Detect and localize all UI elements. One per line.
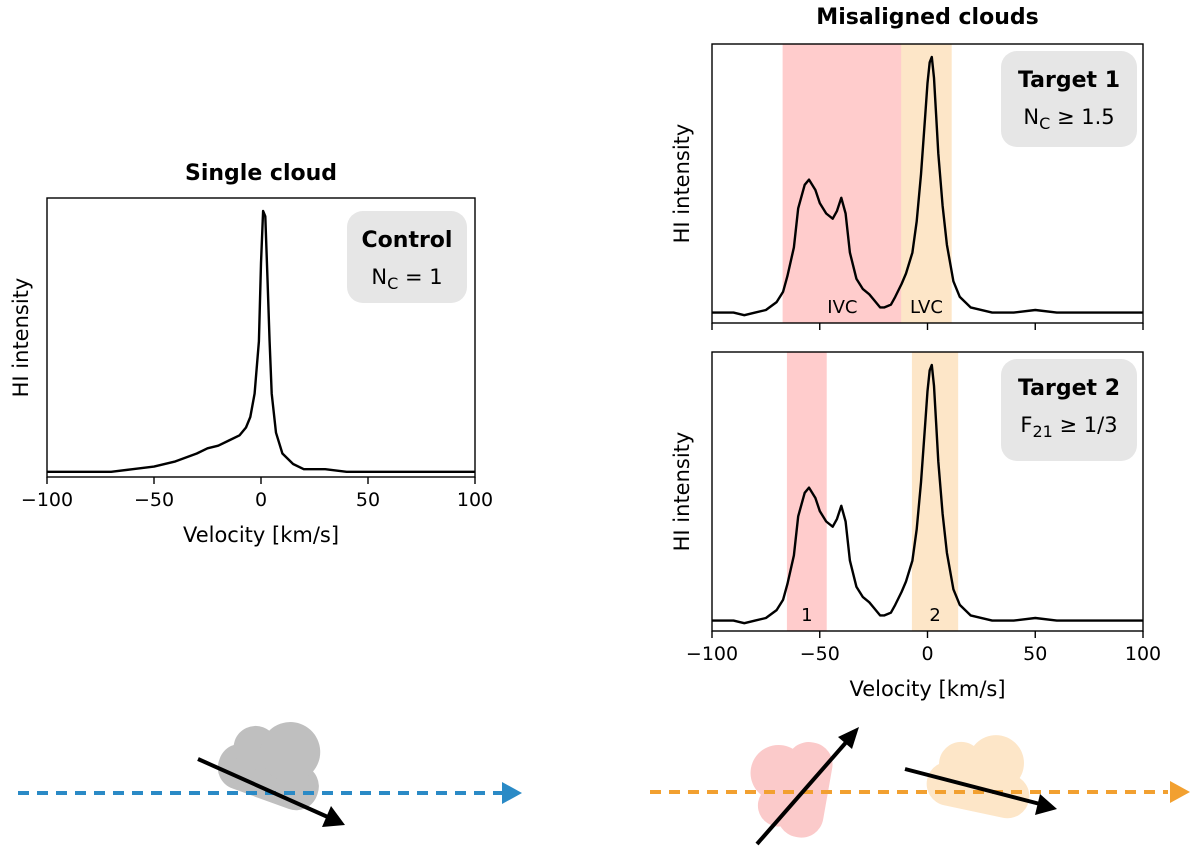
ylabel-control: HI intensity: [9, 278, 33, 398]
annotation-text-control: NC = 1: [371, 265, 442, 293]
xtick-label-control-3: 50: [356, 489, 380, 511]
band-label-target1-0: IVC: [827, 297, 857, 318]
spectrum-line-target1: [712, 55, 1143, 317]
target-sightline-arrowhead: [1170, 781, 1190, 803]
chart-title-target1: Misaligned clouds: [816, 5, 1038, 30]
annotation-box-target1: [1001, 51, 1137, 147]
annotation-title-control: Control: [362, 228, 453, 253]
band-label-target2-1: 2: [929, 605, 940, 626]
xtick-label-control-2: 0: [255, 489, 267, 511]
spectrum-line-control: [47, 209, 475, 473]
control-sightline-arrowhead: [502, 782, 522, 804]
xtick-label-target2-1: −50: [800, 643, 840, 665]
ivc-velocity-arrowhead: [838, 727, 859, 749]
charts-layer: −100 −50 0 50 100 Single cloud Velocity [km/s]…: [9, 5, 1161, 701]
annotation-text-target1: NC ≥ 1.5: [1023, 105, 1114, 133]
lvc-cloud-icon: [926, 735, 1030, 819]
annotation-title-target2: Target 2: [1018, 376, 1120, 401]
lvc-velocity-arrowhead: [1035, 794, 1057, 815]
chart-control: −100 −50 0 50 100 Single cloud Velocity [km/s]…: [9, 161, 493, 547]
band-target1-0: [782, 43, 903, 324]
annotation-text-target2: F21 ≥ 1/3: [1020, 413, 1117, 441]
xlabel-target2: Velocity [km/s]: [849, 677, 1005, 701]
xtick-label-target2-2: 0: [921, 643, 933, 665]
chart-title-control: Single cloud: [185, 161, 337, 186]
ylabel-target1: HI intensity: [670, 124, 694, 244]
xtick-label-target2-0: −100: [686, 643, 738, 665]
ivc-cloud-icon: [750, 742, 833, 838]
lvc-velocity-arrow: [904, 767, 1041, 806]
control-cloud-icon: [217, 722, 321, 811]
ivc-velocity-arrow: [755, 737, 851, 846]
band-label-target1-1: LVC: [910, 297, 943, 318]
control-velocity-arrow: [197, 757, 331, 820]
chart-target2: 1 2 −100 −50 0 50 100 Velocity [km/s] HI intensi…: [670, 351, 1161, 701]
xlabel-control: Velocity [km/s]: [183, 523, 339, 547]
chart-target1: IVC LVC Misaligned clouds HI intensity Targe…: [670, 5, 1144, 330]
xtick-label-target2-4: 100: [1125, 643, 1161, 665]
annotation-box-control: [347, 211, 467, 303]
spectrum-line-target2: [712, 363, 1143, 625]
annotation-title-target1: Target 1: [1018, 68, 1120, 93]
control-velocity-arrowhead: [322, 806, 345, 827]
sightline-diagram: [18, 722, 1190, 846]
xtick-label-control-0: −100: [21, 489, 73, 511]
annotation-box-target2: [1001, 359, 1137, 461]
xtick-label-control-1: −50: [134, 489, 174, 511]
xtick-label-control-4: 100: [457, 489, 493, 511]
xtick-label-target2-3: 50: [1023, 643, 1047, 665]
band-label-target2-0: 1: [801, 605, 812, 626]
ylabel-target2: HI intensity: [670, 432, 694, 552]
